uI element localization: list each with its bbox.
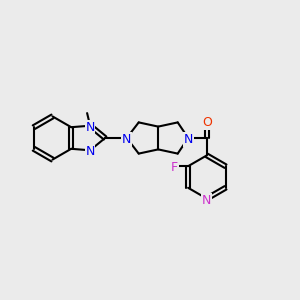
Text: N: N (85, 145, 95, 158)
Text: N: N (85, 121, 95, 134)
Text: O: O (202, 116, 212, 130)
Text: N: N (202, 194, 212, 207)
Text: F: F (171, 161, 178, 174)
Text: N: N (184, 133, 193, 146)
Text: N: N (122, 133, 131, 146)
